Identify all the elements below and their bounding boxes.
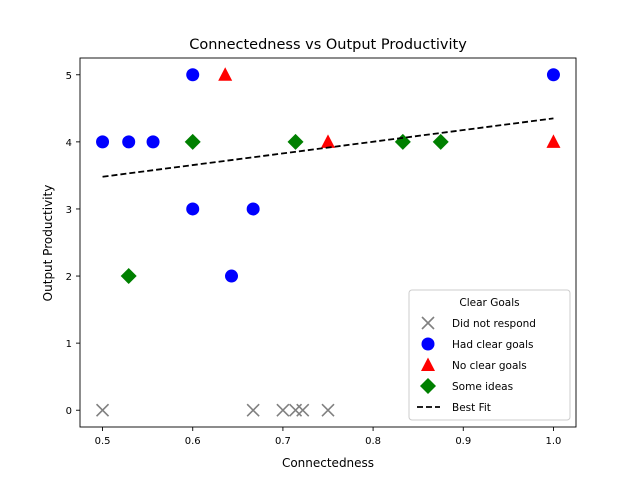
plot-frame xyxy=(79,57,577,428)
point-did-not-respond-stroke-b xyxy=(246,403,260,417)
point-had-clear-goals xyxy=(546,68,560,82)
point-did-not-respond xyxy=(296,403,310,417)
legend-label-did-not-respond: Did not respond xyxy=(452,318,536,330)
point-did-not-respond xyxy=(321,403,335,417)
point-had-clear-goals xyxy=(246,202,260,216)
legend-marker-had-clear-goals xyxy=(421,337,435,351)
point-no-clear-goals xyxy=(321,134,335,148)
legend-marker-no-clear-goals xyxy=(421,357,435,371)
point-did-not-respond-stroke-b xyxy=(276,403,290,417)
point-had-clear-goals xyxy=(186,202,200,216)
plot-area: 0.5 0.6 0.7 0.8 0.9 1.0 0 1 2 3 4 5 xyxy=(66,57,577,447)
point-no-clear-goals xyxy=(546,134,561,148)
point-did-not-respond xyxy=(246,403,260,417)
point-did-not-respond xyxy=(288,403,303,417)
y-tick-label: 4 xyxy=(66,138,72,149)
x-tick-label: 1.0 xyxy=(546,436,562,447)
point-did-not-respond-stroke-b xyxy=(296,403,310,417)
legend-label-best-fit: Best Fit xyxy=(452,402,491,414)
point-had-clear-goals xyxy=(96,135,110,149)
chart-title: Connectedness vs Output Productivity xyxy=(189,37,467,53)
point-did-not-respond-stroke-b xyxy=(321,403,335,417)
legend-marker-some-ideas xyxy=(420,378,436,394)
y-tick-label: 0 xyxy=(66,406,72,417)
x-tick-label: 0.8 xyxy=(365,436,381,447)
x-tick-label: 0.6 xyxy=(185,436,201,447)
point-did-not-respond xyxy=(276,403,290,417)
y-tick-label: 3 xyxy=(66,205,72,216)
point-had-clear-goals xyxy=(122,135,136,149)
legend-title: Clear Goals xyxy=(459,297,519,309)
point-some-ideas xyxy=(287,133,304,150)
x-axis-label: Connectedness xyxy=(282,456,374,470)
point-had-clear-goals xyxy=(146,135,160,149)
point-no-clear-goals xyxy=(218,67,233,81)
legend-label-some-ideas: Some ideas xyxy=(452,381,513,393)
y-axis-label: Output Productivity xyxy=(41,185,55,302)
point-some-ideas xyxy=(184,133,201,150)
y-tick-label: 1 xyxy=(66,339,72,350)
legend-label-had-clear-goals: Had clear goals xyxy=(452,339,533,351)
legend: Clear Goals Did not respond Had clear goal… xyxy=(408,289,571,421)
legend-marker-did-not-respond xyxy=(421,316,435,330)
point-had-clear-goals xyxy=(186,68,200,82)
legend-label-no-clear-goals: No clear goals xyxy=(452,360,527,372)
point-did-not-respond-stroke-b xyxy=(95,403,110,417)
legend-frame xyxy=(408,289,571,421)
x-tick-label: 0.7 xyxy=(275,436,291,447)
point-had-clear-goals xyxy=(225,269,239,283)
point-some-ideas xyxy=(120,268,137,285)
best-fit-line xyxy=(102,117,554,178)
x-tick-label: 0.5 xyxy=(95,436,111,447)
legend-marker-did-not-respond-stroke-b xyxy=(421,316,435,330)
y-tick-label: 2 xyxy=(66,272,72,283)
y-tick-label: 5 xyxy=(66,71,72,82)
point-some-ideas xyxy=(432,133,449,150)
point-did-not-respond xyxy=(95,403,110,417)
x-tick-label: 0.9 xyxy=(455,436,471,447)
